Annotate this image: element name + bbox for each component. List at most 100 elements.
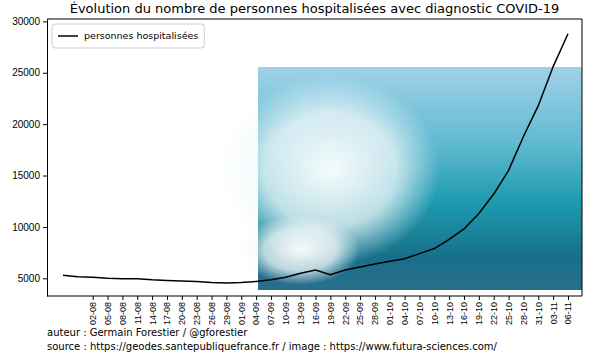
x-tick-mark [330, 296, 331, 300]
footer-note: source : https://geodes.santepubliquefra… [47, 341, 498, 352]
x-tick-label: 04-10 [400, 302, 410, 325]
y-tick: 30000 [12, 16, 47, 27]
x-tick-label: 31-10 [534, 302, 544, 325]
x-tick: 05-08 [103, 296, 113, 325]
x-tick-mark [419, 296, 420, 300]
y-tick-label: 15000 [12, 170, 40, 181]
x-tick: 16-10 [459, 296, 469, 325]
x-tick-mark [538, 296, 539, 300]
x-axis-line [47, 296, 582, 297]
x-tick: 10-09 [281, 296, 291, 325]
x-tick-label: 10-10 [430, 302, 440, 325]
footer-note: auteur : Germain Forestier / @gforestier [47, 327, 248, 338]
x-tick-label: 23-08 [192, 302, 202, 325]
x-tick: 08-08 [118, 296, 128, 325]
x-tick-mark [93, 296, 94, 300]
y-tick-mark [43, 73, 47, 74]
x-tick: 16-09 [311, 296, 321, 325]
x-tick-mark [182, 296, 183, 300]
x-tick-mark [256, 296, 257, 300]
x-tick-mark [509, 296, 510, 300]
y-axis: 5000 10000 15000 20000 25000 30000 [12, 16, 47, 296]
x-tick-label: 16-09 [311, 302, 321, 325]
x-tick: 13-09 [296, 296, 306, 325]
x-tick: 07-09 [266, 296, 276, 325]
x-tick: 29-08 [222, 296, 232, 325]
x-tick: 19-09 [326, 296, 336, 325]
y-tick: 25000 [12, 67, 47, 78]
x-tick-label: 01-10 [385, 302, 395, 325]
y-tick: 5000 [18, 273, 47, 284]
x-tick-label: 03-11 [549, 302, 559, 324]
x-tick-label: 28-09 [370, 302, 380, 325]
x-tick: 04-10 [400, 296, 410, 325]
x-tick-label: 08-08 [118, 302, 128, 325]
x-tick: 23-08 [192, 296, 202, 325]
x-tick-label: 20-08 [177, 302, 187, 325]
chart-root: Évolution du nombre de personnes hospita… [0, 0, 600, 357]
x-tick-mark [464, 296, 465, 300]
x-tick: 25-09 [355, 296, 365, 325]
x-tick-label: 19-09 [326, 302, 336, 325]
x-tick-mark [360, 296, 361, 300]
x-tick: 25-10 [504, 296, 514, 325]
y-axis-line [47, 20, 48, 297]
legend-box [52, 24, 204, 48]
y-tick-label: 10000 [12, 222, 40, 233]
x-tick-mark [271, 296, 272, 300]
y-tick-mark [43, 124, 47, 125]
x-tick-mark [286, 296, 287, 300]
y-tick-label: 20000 [12, 119, 40, 130]
x-tick-mark [449, 296, 450, 300]
x-tick: 06-11 [563, 296, 573, 324]
x-tick: 28-09 [370, 296, 380, 325]
data-line [63, 34, 568, 283]
legend-swatch [58, 35, 78, 37]
x-tick-label: 06-11 [563, 302, 573, 324]
x-tick-label: 26-08 [207, 302, 217, 325]
x-tick: 11-08 [133, 296, 143, 324]
x-tick-mark [434, 296, 435, 300]
x-axis: 02-0805-0808-0811-0814-0817-0820-0823-08… [47, 296, 582, 325]
x-tick-mark [405, 296, 406, 300]
y-tick-label: 30000 [12, 16, 40, 27]
x-tick-label: 13-09 [296, 302, 306, 325]
x-tick-label: 19-10 [474, 302, 484, 325]
x-tick-label: 17-08 [162, 302, 172, 325]
x-tick-mark [568, 296, 569, 300]
x-tick-label: 11-08 [133, 302, 143, 324]
y-tick: 10000 [12, 222, 47, 233]
x-tick-label: 25-10 [504, 302, 514, 325]
x-tick-mark [479, 296, 480, 300]
x-tick-label: 29-08 [222, 302, 232, 325]
x-tick-mark [137, 296, 138, 300]
x-tick-mark [241, 296, 242, 300]
plot-frame [582, 19, 583, 296]
x-tick: 03-11 [549, 296, 559, 324]
y-tick: 20000 [12, 119, 47, 130]
x-tick: 20-08 [177, 296, 187, 325]
plot-frame [47, 19, 582, 20]
x-tick-label: 28-10 [519, 302, 529, 325]
x-tick-mark [197, 296, 198, 300]
x-tick-mark [152, 296, 153, 300]
x-tick-mark [345, 296, 346, 300]
legend: personnes hospitalisées [52, 24, 204, 48]
x-tick-mark [226, 296, 227, 300]
x-tick: 07-10 [415, 296, 425, 325]
x-tick: 04-09 [251, 296, 261, 325]
x-tick-mark [390, 296, 391, 300]
x-tick: 31-10 [534, 296, 544, 325]
x-tick-label: 04-09 [251, 302, 261, 325]
x-tick-mark [122, 296, 123, 300]
x-tick-mark [212, 296, 213, 300]
y-tick: 15000 [12, 170, 47, 181]
y-tick-label: 5000 [18, 273, 41, 284]
x-tick: 14-08 [147, 296, 157, 325]
chart-title: Évolution du nombre de personnes hospita… [70, 1, 560, 16]
plot-area [63, 34, 568, 283]
x-tick-label: 07-09 [266, 302, 276, 325]
x-tick-label: 05-08 [103, 302, 113, 325]
x-tick: 10-10 [430, 296, 440, 325]
x-tick-mark [375, 296, 376, 300]
